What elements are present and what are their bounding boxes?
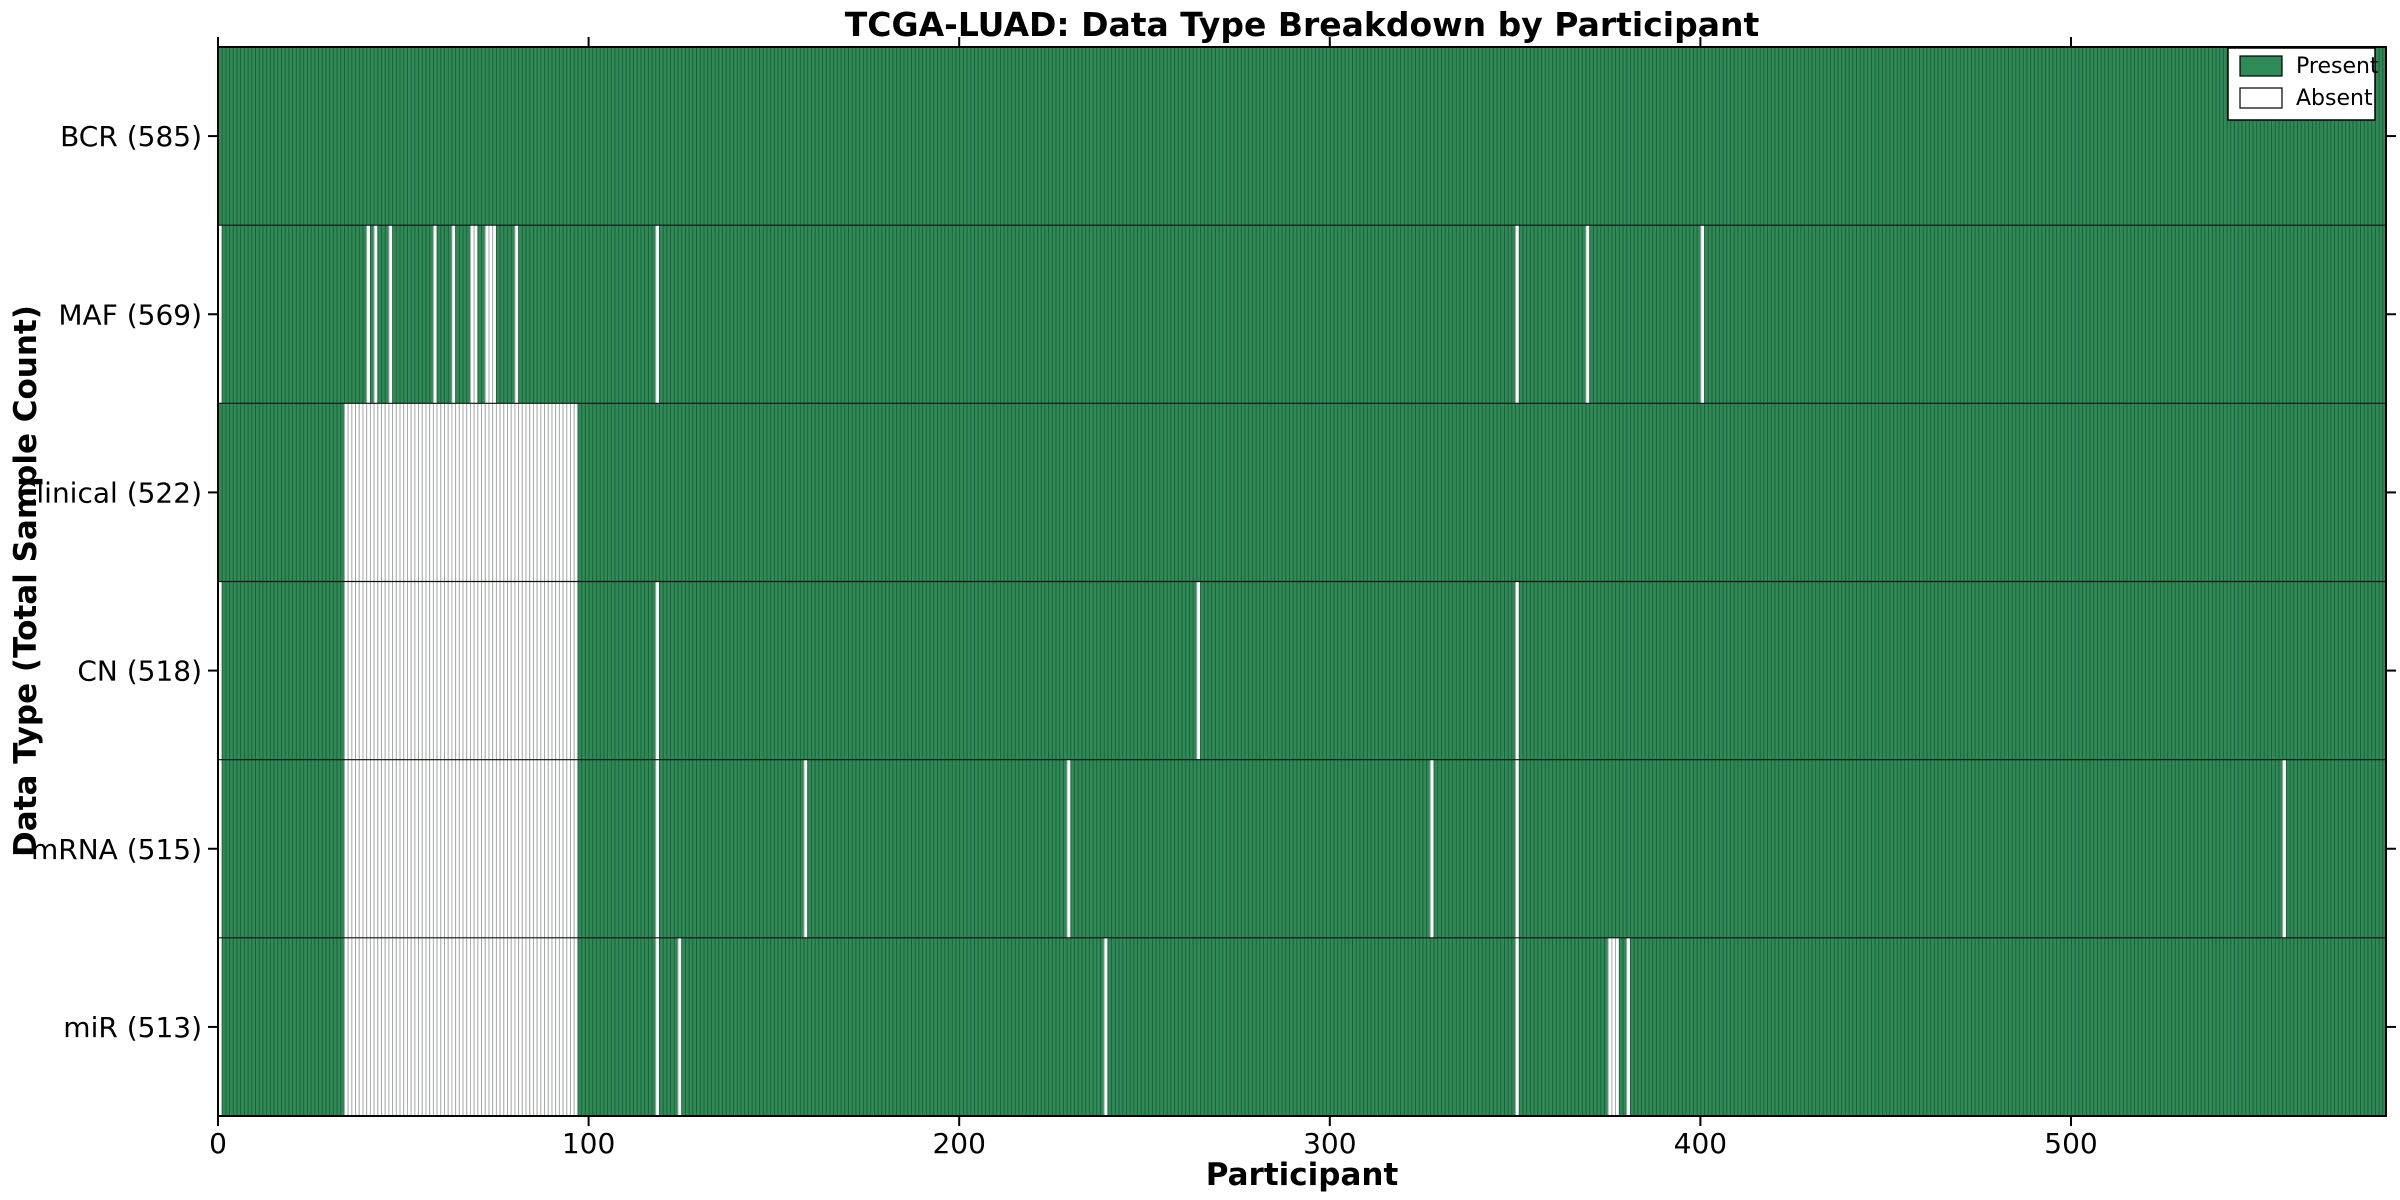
y-tick-label: CN (518) [77,655,202,688]
x-tick-label: 400 [1674,1127,1727,1160]
y-tick-label: MAF (569) [58,298,202,331]
legend-swatch-present [2239,55,2283,77]
chart-title: TCGA-LUAD: Data Type Breakdown by Partic… [845,5,1760,44]
x-tick-label: 500 [2044,1127,2097,1160]
x-tick-label: 200 [932,1127,985,1160]
y-tick-label: mRNA (515) [31,833,202,866]
y-axis-label: Data Type (Total Sample Count) [8,305,44,857]
legend-swatch-absent [2239,87,2283,109]
x-axis-label: Participant [1206,1157,1399,1193]
legend-label: Present [2296,54,2379,79]
x-tick-label: 100 [562,1127,615,1160]
plot-border [217,46,2387,1117]
y-tick-label: Clinical (522) [17,476,202,509]
plot-area [218,47,2386,1116]
legend-label: Absent [2296,86,2373,111]
x-tick-label: 0 [209,1127,227,1160]
y-tick-label: miR (513) [63,1011,202,1044]
x-tick-label: 300 [1303,1127,1356,1160]
legend: Present Absent [2227,47,2379,121]
y-tick-label: BCR (585) [60,120,202,153]
axes: 0 100 200 300 400 500 BCR (585) MAF (569) Clinic… [17,37,2396,1160]
